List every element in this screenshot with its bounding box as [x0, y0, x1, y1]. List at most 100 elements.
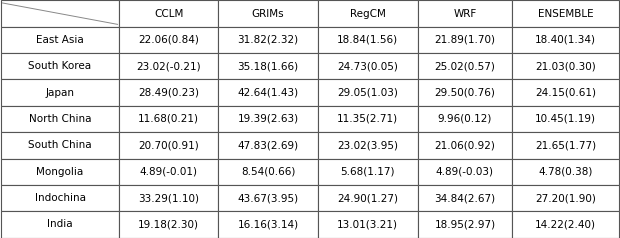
Text: CCLM: CCLM: [154, 9, 184, 19]
Text: GRIMs: GRIMs: [252, 9, 285, 19]
Bar: [512, 211, 619, 238]
Text: India: India: [47, 219, 73, 229]
Text: South China: South China: [28, 140, 92, 150]
Bar: [119, 27, 218, 53]
Bar: [417, 0, 512, 27]
Text: 27.20(1.90): 27.20(1.90): [535, 193, 596, 203]
Bar: [1, 0, 119, 27]
Bar: [1, 132, 119, 159]
Bar: [417, 211, 512, 238]
Bar: [318, 106, 417, 132]
Bar: [1, 106, 119, 132]
Text: 11.35(2.71): 11.35(2.71): [337, 114, 398, 124]
Bar: [218, 79, 318, 106]
Text: 35.18(1.66): 35.18(1.66): [237, 61, 299, 71]
Text: 21.65(1.77): 21.65(1.77): [535, 140, 596, 150]
Bar: [512, 132, 619, 159]
Text: 18.84(1.56): 18.84(1.56): [337, 35, 398, 45]
Bar: [512, 27, 619, 53]
Bar: [119, 132, 218, 159]
Bar: [318, 132, 417, 159]
Text: 28.49(0.23): 28.49(0.23): [138, 88, 199, 98]
Bar: [417, 27, 512, 53]
Bar: [417, 79, 512, 106]
Text: 23.02(3.95): 23.02(3.95): [337, 140, 398, 150]
Bar: [318, 185, 417, 211]
Bar: [512, 79, 619, 106]
Bar: [218, 159, 318, 185]
Text: 21.06(0.92): 21.06(0.92): [435, 140, 495, 150]
Text: South Korea: South Korea: [29, 61, 92, 71]
Bar: [119, 211, 218, 238]
Bar: [1, 53, 119, 79]
Text: 21.03(0.30): 21.03(0.30): [535, 61, 596, 71]
Bar: [218, 185, 318, 211]
Text: 22.06(0.84): 22.06(0.84): [138, 35, 199, 45]
Bar: [417, 132, 512, 159]
Bar: [512, 106, 619, 132]
Text: 9.96(0.12): 9.96(0.12): [438, 114, 492, 124]
Text: 10.45(1.19): 10.45(1.19): [535, 114, 596, 124]
Bar: [318, 211, 417, 238]
Bar: [1, 79, 119, 106]
Text: Indochina: Indochina: [35, 193, 86, 203]
Text: 19.18(2.30): 19.18(2.30): [138, 219, 199, 229]
Bar: [119, 79, 218, 106]
Bar: [119, 0, 218, 27]
Bar: [512, 185, 619, 211]
Bar: [1, 185, 119, 211]
Text: 24.15(0.61): 24.15(0.61): [535, 88, 596, 98]
Text: 21.89(1.70): 21.89(1.70): [435, 35, 495, 45]
Text: 34.84(2.67): 34.84(2.67): [435, 193, 495, 203]
Text: 8.54(0.66): 8.54(0.66): [241, 167, 295, 177]
Bar: [318, 53, 417, 79]
Text: 5.68(1.17): 5.68(1.17): [340, 167, 395, 177]
Text: 20.70(0.91): 20.70(0.91): [138, 140, 199, 150]
Text: 11.68(0.21): 11.68(0.21): [138, 114, 199, 124]
Text: RegCM: RegCM: [350, 9, 386, 19]
Text: North China: North China: [29, 114, 91, 124]
Bar: [417, 106, 512, 132]
Bar: [218, 0, 318, 27]
Bar: [417, 185, 512, 211]
Text: 16.16(3.14): 16.16(3.14): [237, 219, 299, 229]
Text: 42.64(1.43): 42.64(1.43): [237, 88, 299, 98]
Bar: [318, 0, 417, 27]
Bar: [318, 79, 417, 106]
Text: 18.40(1.34): 18.40(1.34): [535, 35, 596, 45]
Text: 33.29(1.10): 33.29(1.10): [138, 193, 199, 203]
Bar: [1, 211, 119, 238]
Text: 4.78(0.38): 4.78(0.38): [538, 167, 593, 177]
Bar: [119, 185, 218, 211]
Text: Mongolia: Mongolia: [37, 167, 84, 177]
Text: WRF: WRF: [453, 9, 477, 19]
Bar: [512, 53, 619, 79]
Text: ENSEMBLE: ENSEMBLE: [538, 9, 593, 19]
Bar: [417, 159, 512, 185]
Bar: [119, 159, 218, 185]
Bar: [218, 211, 318, 238]
Text: 13.01(3.21): 13.01(3.21): [337, 219, 398, 229]
Text: 29.05(1.03): 29.05(1.03): [337, 88, 398, 98]
Bar: [1, 27, 119, 53]
Bar: [218, 53, 318, 79]
Bar: [218, 27, 318, 53]
Bar: [119, 53, 218, 79]
Text: 4.89(-0.01): 4.89(-0.01): [140, 167, 198, 177]
Text: 23.02(-0.21): 23.02(-0.21): [136, 61, 201, 71]
Bar: [119, 106, 218, 132]
Text: Japan: Japan: [45, 88, 74, 98]
Bar: [218, 106, 318, 132]
Bar: [417, 53, 512, 79]
Text: 29.50(0.76): 29.50(0.76): [435, 88, 495, 98]
Text: 25.02(0.57): 25.02(0.57): [435, 61, 495, 71]
Text: East Asia: East Asia: [36, 35, 84, 45]
Text: 24.90(1.27): 24.90(1.27): [337, 193, 398, 203]
Text: 18.95(2.97): 18.95(2.97): [435, 219, 495, 229]
Text: 14.22(2.40): 14.22(2.40): [535, 219, 596, 229]
Bar: [318, 27, 417, 53]
Bar: [1, 159, 119, 185]
Text: 43.67(3.95): 43.67(3.95): [237, 193, 299, 203]
Bar: [512, 0, 619, 27]
Bar: [318, 159, 417, 185]
